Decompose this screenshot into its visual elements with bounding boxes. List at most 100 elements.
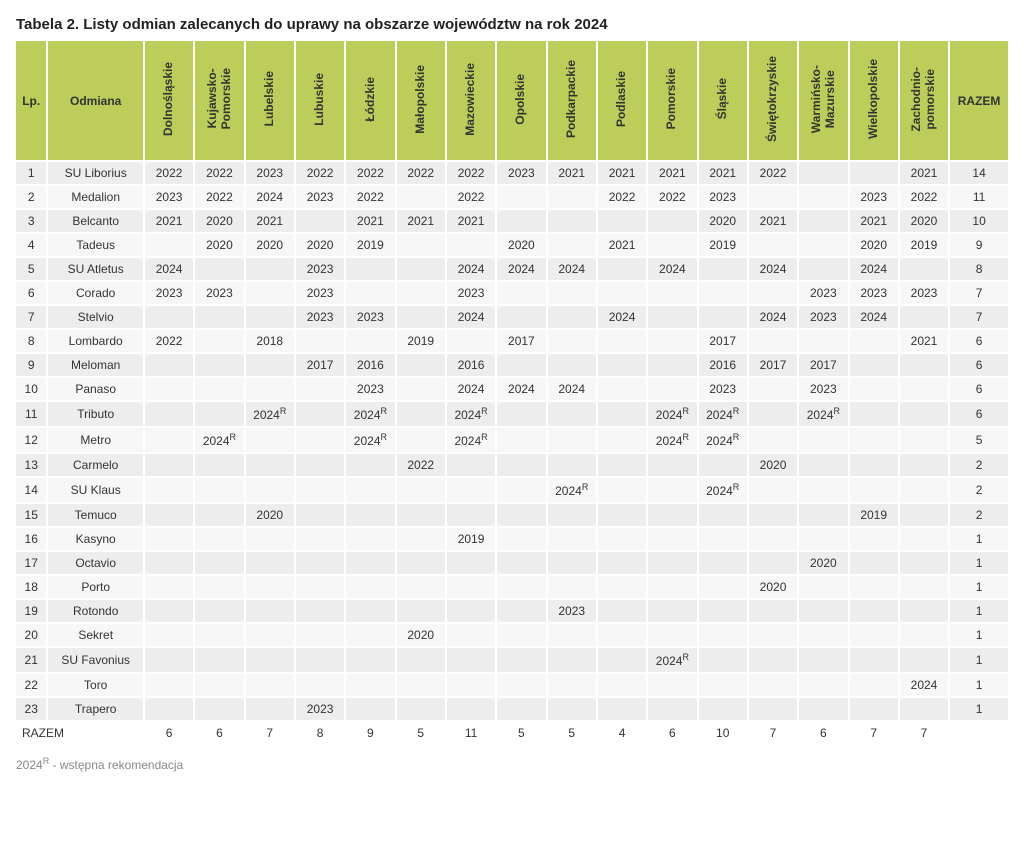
cell-region: 2021 [446, 209, 496, 233]
cell-region [748, 427, 798, 453]
cell-region: 2024 [547, 377, 597, 401]
cell-region: 2020 [245, 233, 295, 257]
cell-region: 2024R [647, 647, 697, 673]
cell-region [446, 233, 496, 257]
cell-region [194, 623, 244, 647]
cell-region [547, 673, 597, 697]
cell-region [698, 697, 748, 721]
cell-region: 2016 [345, 353, 395, 377]
cell-lp: 10 [16, 377, 47, 401]
cell-region [396, 401, 446, 427]
cell-region [547, 401, 597, 427]
totals-cell: 7 [748, 721, 798, 745]
cell-region: 2016 [698, 353, 748, 377]
cell-region [496, 527, 546, 551]
cell-region [698, 453, 748, 477]
cell-region [647, 353, 697, 377]
table-row: 13Carmelo202220202 [16, 453, 1008, 477]
cell-region: 2023 [849, 185, 899, 209]
cell-region [849, 647, 899, 673]
cell-region [245, 551, 295, 575]
cell-region [849, 599, 899, 623]
col-region-1: Kujawsko-Pomorskie [194, 41, 244, 161]
cell-region [597, 575, 647, 599]
cell-razem: 11 [949, 185, 1008, 209]
footnote-year: 2024 [16, 758, 43, 772]
cell-region [496, 697, 546, 721]
cell-region [899, 623, 949, 647]
cell-region [899, 401, 949, 427]
cell-region [547, 623, 597, 647]
cell-region [245, 281, 295, 305]
cell-odmiana: Kasyno [47, 527, 143, 551]
cell-lp: 5 [16, 257, 47, 281]
cell-region [547, 233, 597, 257]
totals-cell: 4 [597, 721, 647, 745]
totals-cell: 6 [647, 721, 697, 745]
totals-cell: 7 [899, 721, 949, 745]
cell-region [496, 427, 546, 453]
cell-odmiana: Rotondo [47, 599, 143, 623]
varieties-table: Lp.OdmianaDolnośląskieKujawsko-Pomorskie… [16, 41, 1008, 746]
cell-region [144, 623, 194, 647]
col-region-15: Zachodnio-pomorskie [899, 41, 949, 161]
cell-region: 2023 [698, 377, 748, 401]
cell-region [496, 477, 546, 503]
cell-region: 2020 [194, 233, 244, 257]
cell-region [194, 453, 244, 477]
cell-region [698, 257, 748, 281]
cell-razem: 1 [949, 673, 1008, 697]
cell-region [647, 453, 697, 477]
cell-region [798, 647, 848, 673]
cell-region [194, 305, 244, 329]
cell-region: 2021 [849, 209, 899, 233]
cell-region [849, 673, 899, 697]
cell-region [496, 209, 546, 233]
cell-region [496, 401, 546, 427]
cell-region [849, 329, 899, 353]
cell-lp: 21 [16, 647, 47, 673]
cell-odmiana: Carmelo [47, 453, 143, 477]
cell-region [849, 623, 899, 647]
totals-cell: 10 [698, 721, 748, 745]
cell-region: 2023 [245, 161, 295, 185]
cell-region: 2021 [345, 209, 395, 233]
cell-region: 2020 [194, 209, 244, 233]
cell-region: 2023 [798, 281, 848, 305]
cell-region [295, 551, 345, 575]
cell-region [899, 305, 949, 329]
cell-region [849, 477, 899, 503]
cell-region [798, 257, 848, 281]
cell-region [899, 427, 949, 453]
cell-region [194, 329, 244, 353]
totals-cell: 11 [446, 721, 496, 745]
cell-lp: 23 [16, 697, 47, 721]
table-row: 7Stelvio20232023202420242024202320247 [16, 305, 1008, 329]
cell-region: 2022 [194, 185, 244, 209]
cell-region [245, 453, 295, 477]
totals-cell: 6 [798, 721, 848, 745]
cell-razem: 14 [949, 161, 1008, 185]
cell-region: 2021 [698, 161, 748, 185]
cell-region [899, 575, 949, 599]
cell-region: 2020 [748, 575, 798, 599]
cell-region [748, 233, 798, 257]
cell-region: 2020 [849, 233, 899, 257]
cell-lp: 6 [16, 281, 47, 305]
cell-region [144, 527, 194, 551]
cell-region [295, 575, 345, 599]
cell-lp: 9 [16, 353, 47, 377]
cell-region [597, 673, 647, 697]
cell-region: 2020 [245, 503, 295, 527]
cell-region [446, 453, 496, 477]
cell-region [597, 353, 647, 377]
footnote-text: - wstępna rekomendacja [49, 758, 183, 772]
cell-region [798, 599, 848, 623]
cell-region: 2021 [547, 161, 597, 185]
col-odmiana: Odmiana [47, 41, 143, 161]
cell-region: 2024 [446, 257, 496, 281]
cell-region: 2022 [748, 161, 798, 185]
cell-razem: 8 [949, 257, 1008, 281]
table-row: 14SU Klaus2024R2024R2 [16, 477, 1008, 503]
cell-region [849, 551, 899, 575]
